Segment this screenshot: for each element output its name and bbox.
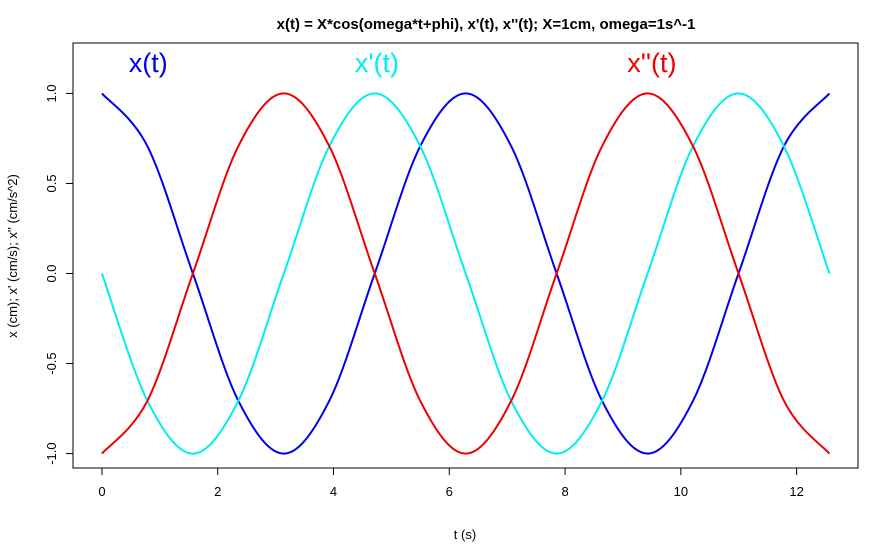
x-tick-label: 6 [446,484,453,499]
series-line-0 [101,92,831,455]
legend-label-1: x'(t) [355,48,399,78]
series-line-1 [101,92,831,455]
legend-label-0: x(t) [129,48,168,78]
chart-title: x(t) = X*cos(omega*t+phi), x'(t), x''(t)… [277,16,696,33]
x-tick-label: 2 [214,484,221,499]
y-tick-label: 0.0 [44,264,59,282]
x-tick-label: 8 [561,484,568,499]
y-tick-label: -1.0 [44,442,59,464]
x-axis-label: t (s) [454,527,476,542]
x-tick-label: 4 [330,484,337,499]
series-layer [101,92,831,455]
y-axis-label: x (cm); x' (cm/s); x'' (cm/s^2) [5,174,20,338]
plot-frame [72,42,859,469]
legend-label-2: x''(t) [627,48,676,78]
x-tick-label: 0 [98,484,105,499]
x-tick-label: 10 [674,484,688,499]
y-tick-label: -0.5 [44,352,59,374]
x-axis: 0 2 4 6 8 10 12 [98,467,804,499]
legend-layer: x(t) x'(t) x''(t) [129,48,677,78]
series-line-2 [101,92,831,455]
y-tick-label: 0.5 [44,174,59,192]
y-axis: -1.0 -0.5 0.0 0.5 1.0 [44,84,74,465]
x-tick-label: 12 [789,484,803,499]
y-tick-label: 1.0 [44,84,59,102]
